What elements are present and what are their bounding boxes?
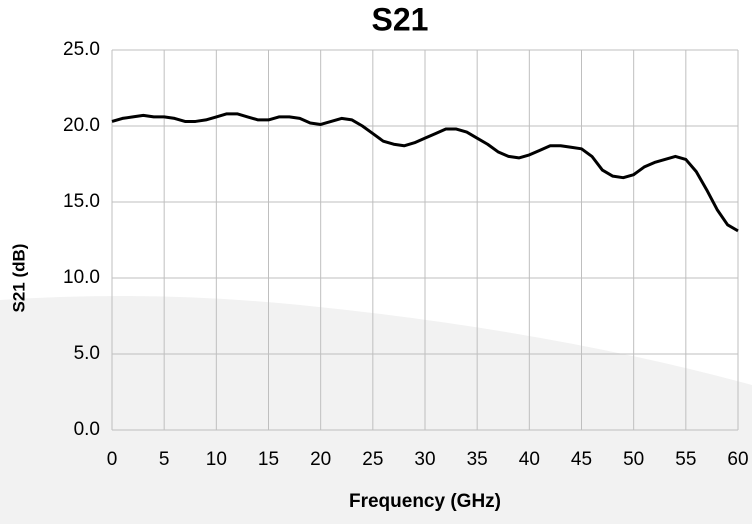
x-tick-label: 55: [675, 449, 696, 470]
y-tick-label: 0.0: [74, 419, 100, 440]
x-tick-label: 30: [414, 449, 435, 470]
x-axis-label: Frequency (GHz): [349, 491, 501, 512]
x-tick-label: 5: [159, 449, 170, 470]
y-tick-label: 10.0: [63, 267, 100, 288]
x-tick-label: 0: [107, 449, 118, 470]
x-tick-label: 25: [362, 449, 383, 470]
chart: S21 Frequency (GHz) S21 (dB) 0.0 5.0 10.0 1…: [0, 0, 752, 524]
x-tick-label: 50: [623, 449, 644, 470]
x-tick-label: 20: [310, 449, 331, 470]
chart-title: S21: [372, 1, 429, 37]
x-tick-label: 10: [206, 449, 227, 470]
x-tick-label: 15: [258, 449, 279, 470]
y-tick-label: 5.0: [74, 343, 100, 364]
x-tick-label: 45: [571, 449, 592, 470]
x-tick-label: 60: [727, 449, 748, 470]
y-axis-label: S21 (dB): [9, 244, 28, 313]
x-tick-label: 35: [467, 449, 488, 470]
y-tick-label: 15.0: [63, 191, 100, 212]
background-shape: [0, 296, 752, 524]
x-tick-label: 40: [519, 449, 540, 470]
y-tick-label: 25.0: [63, 39, 100, 60]
y-tick-label: 20.0: [63, 115, 100, 136]
